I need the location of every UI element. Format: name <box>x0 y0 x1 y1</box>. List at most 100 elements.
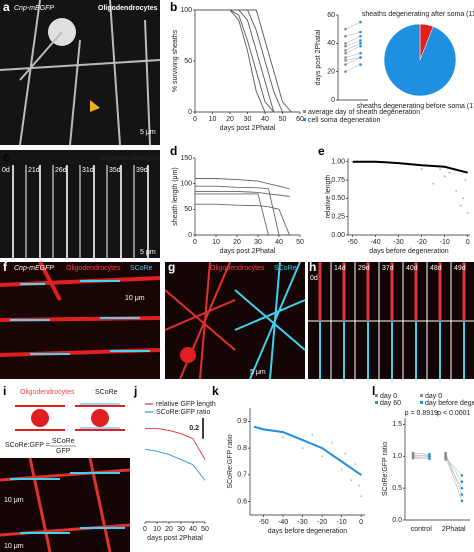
y-tick-label: 40 <box>327 40 335 47</box>
day-label: 21d <box>28 167 40 174</box>
point <box>359 44 362 48</box>
x-tick-label: -20 <box>317 519 327 526</box>
point <box>359 34 362 38</box>
formula: SCoRe <box>52 438 75 445</box>
pair-link <box>345 40 361 47</box>
point <box>460 493 464 496</box>
x-tick-label: 40 <box>261 116 269 123</box>
y-tick-label: 1.0 <box>392 453 402 460</box>
point <box>344 56 347 59</box>
pair-link <box>345 31 361 37</box>
x-tick-label: 20 <box>165 526 173 533</box>
legend-swatch <box>303 110 306 113</box>
label: Oligodendrocytes <box>100 155 160 162</box>
label: Cnp-mEGFP <box>14 5 54 12</box>
pair-link <box>413 454 430 457</box>
pie-label: sheaths degenerating after soma (11) <box>362 11 474 18</box>
legend-label: relative GFP length <box>156 401 216 408</box>
point <box>360 495 363 498</box>
x-tick-label: -50 <box>348 239 358 246</box>
label: Cnp-mEGFP <box>14 265 54 272</box>
day-label: 40d <box>406 265 418 272</box>
day-label: 39d <box>136 167 148 174</box>
point <box>350 479 353 482</box>
point <box>462 197 464 200</box>
legend-label: average day of sheath degeneration <box>308 109 420 116</box>
point <box>444 456 447 459</box>
x-tick-label: -50 <box>259 519 269 526</box>
x-tick-label: 10 <box>212 239 220 246</box>
point <box>282 436 285 439</box>
x-axis-label: days before degeneration <box>268 528 347 535</box>
point <box>444 453 447 457</box>
point <box>344 63 347 66</box>
line <box>145 427 206 460</box>
y-tick-label: 20 <box>327 69 335 76</box>
formula: GFP <box>56 448 71 455</box>
day-label: 49d <box>454 265 466 272</box>
line <box>195 203 290 236</box>
label: Oligodendrocytes <box>210 265 265 272</box>
line <box>195 185 280 236</box>
y-tick-label: 0.6 <box>237 498 247 505</box>
x-tick-label: 0 <box>466 239 470 246</box>
point <box>439 168 441 170</box>
point <box>411 451 415 455</box>
x-tick-label: -10 <box>440 239 450 246</box>
point <box>448 171 451 174</box>
y-tick-label: 0.75 <box>331 177 345 184</box>
panel-letter: j <box>133 384 137 398</box>
micrograph-h <box>308 262 474 379</box>
x-tick-label: 40 <box>189 526 197 533</box>
point <box>460 480 464 484</box>
pie-label: sheaths degenerating before soma (172) <box>357 103 474 110</box>
x-tick-label: 50 <box>201 526 209 533</box>
label: SCoRe <box>130 265 153 272</box>
point <box>344 49 347 52</box>
pair-link <box>445 459 463 489</box>
x-tick-label: 10 <box>209 116 217 123</box>
mean-line <box>352 160 468 174</box>
x-tick-label: 20 <box>226 116 234 123</box>
x-tick-label: -30 <box>394 239 404 246</box>
y-tick-label: 60 <box>327 12 335 19</box>
point <box>340 468 343 471</box>
y-tick-label: 100 <box>180 7 192 14</box>
x-tick-label: 50 <box>279 116 287 123</box>
panel-letter: h <box>309 260 316 274</box>
point <box>301 447 304 450</box>
point <box>344 51 347 55</box>
y-tick-label: 0.5 <box>392 485 402 492</box>
line <box>195 9 275 113</box>
y-tick-label: 50 <box>184 58 192 65</box>
pair-link <box>345 43 361 51</box>
y-axis-label: SCoRe:GFP ratio <box>382 442 389 496</box>
y-tick-label: 50 <box>184 206 192 213</box>
legend-swatch <box>375 394 378 397</box>
line <box>195 193 269 236</box>
micrograph-i <box>0 457 131 552</box>
day-label: 35d <box>109 167 121 174</box>
micrograph-a <box>0 0 161 146</box>
x-tick-label: 0 <box>193 239 197 246</box>
point <box>344 27 347 31</box>
x-tick-label: 10 <box>153 526 161 533</box>
point <box>359 20 362 24</box>
day-label: 14d <box>334 265 346 272</box>
x-tick-label: 0 <box>143 526 147 533</box>
mean-line <box>253 425 362 476</box>
point <box>359 39 362 42</box>
pair-link <box>413 457 430 460</box>
point <box>444 451 447 455</box>
pair-link <box>445 454 463 501</box>
y-tick-label: 0.8 <box>237 445 247 452</box>
x-axis-label: days post 2Phatal <box>147 535 203 542</box>
micrograph-c <box>0 150 160 258</box>
y-tick-label: 1.5 <box>392 421 402 428</box>
x-tick-label: -20 <box>417 239 427 246</box>
x-axis-label: days post 2Phatal <box>220 248 276 255</box>
scale-label: 10 μm <box>4 543 24 550</box>
panel-letter: k <box>212 384 219 398</box>
line <box>195 9 275 113</box>
point <box>444 458 447 461</box>
